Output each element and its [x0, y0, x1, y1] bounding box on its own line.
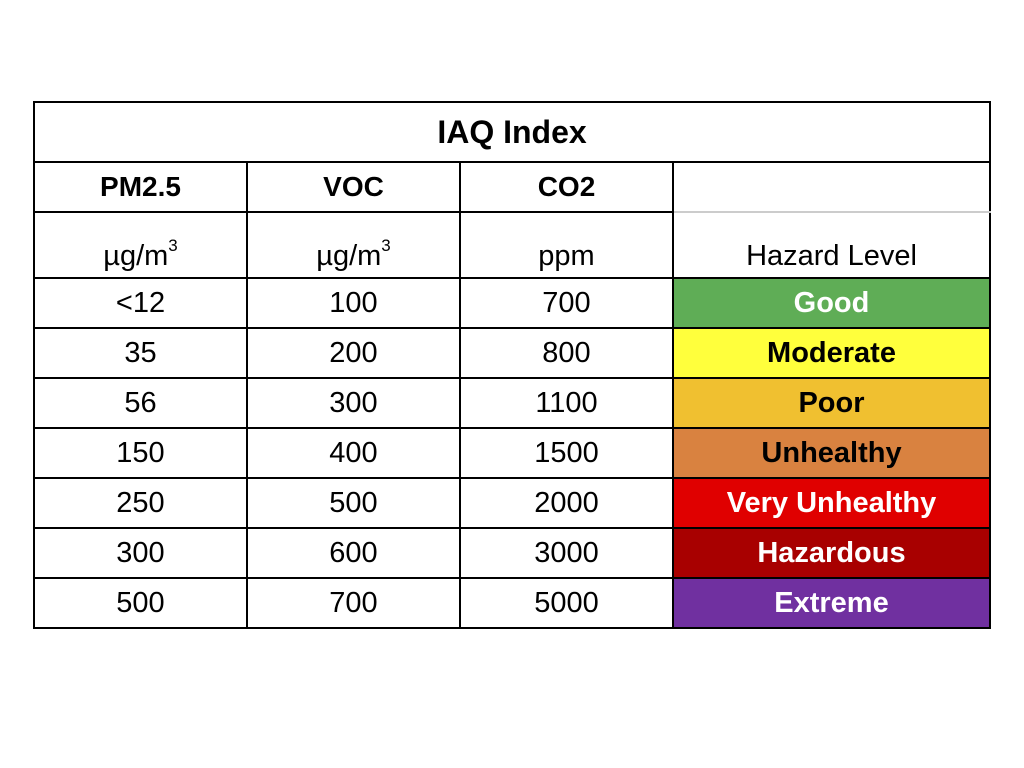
- data-row: 300 600 3000 Hazardous: [33, 527, 991, 579]
- data-row: 56 300 1100 Poor: [33, 377, 991, 429]
- column-header: [672, 161, 991, 213]
- threshold-cell: 500: [246, 477, 461, 529]
- threshold-cell: 150: [33, 427, 248, 479]
- threshold-cell: 800: [459, 327, 674, 379]
- unit-text: ppm: [538, 240, 595, 272]
- column-header: CO2: [459, 161, 674, 213]
- table-title: IAQ Index: [33, 101, 991, 163]
- threshold-cell: 1500: [459, 427, 674, 479]
- threshold-cell: 2000: [459, 477, 674, 529]
- threshold-cell: 5000: [459, 577, 674, 629]
- threshold-cell: 700: [246, 577, 461, 629]
- column-header: VOC: [246, 161, 461, 213]
- column-header: PM2.5: [33, 161, 248, 213]
- hazard-level: Hazardous: [672, 527, 991, 579]
- column-unit: µg/m3: [33, 211, 248, 279]
- unit-text: µg/m: [103, 240, 169, 272]
- threshold-cell: 35: [33, 327, 248, 379]
- data-row: 35 200 800 Moderate: [33, 327, 991, 379]
- unit-superscript: 3: [168, 236, 178, 255]
- hazard-level: Extreme: [672, 577, 991, 629]
- data-row: <12 100 700 Good: [33, 277, 991, 329]
- unit-superscript: 3: [381, 236, 391, 255]
- threshold-cell: 3000: [459, 527, 674, 579]
- iaq-table: IAQ Index PM2.5 VOC CO2 µg/m3 µg/m3 ppm Hazard …: [33, 101, 991, 629]
- unit-row: µg/m3 µg/m3 ppm Hazard Level: [33, 211, 991, 279]
- title-row: IAQ Index: [33, 101, 991, 163]
- threshold-cell: 400: [246, 427, 461, 479]
- hazard-level: Good: [672, 277, 991, 329]
- threshold-cell: 700: [459, 277, 674, 329]
- threshold-cell: 600: [246, 527, 461, 579]
- hazard-level: Poor: [672, 377, 991, 429]
- threshold-cell: 500: [33, 577, 248, 629]
- hazard-level: Moderate: [672, 327, 991, 379]
- header-row: PM2.5 VOC CO2: [33, 161, 991, 213]
- threshold-cell: 1100: [459, 377, 674, 429]
- threshold-cell: 250: [33, 477, 248, 529]
- hazard-level: Very Unhealthy: [672, 477, 991, 529]
- unit-text: Hazard Level: [746, 240, 917, 272]
- threshold-cell: 300: [33, 527, 248, 579]
- threshold-cell: 200: [246, 327, 461, 379]
- threshold-cell: 300: [246, 377, 461, 429]
- hazard-level: Unhealthy: [672, 427, 991, 479]
- data-row: 500 700 5000 Extreme: [33, 577, 991, 629]
- unit-text: µg/m: [316, 240, 382, 272]
- threshold-cell: 56: [33, 377, 248, 429]
- column-unit: ppm: [459, 211, 674, 279]
- data-row: 150 400 1500 Unhealthy: [33, 427, 991, 479]
- threshold-cell: <12: [33, 277, 248, 329]
- column-unit: µg/m3: [246, 211, 461, 279]
- threshold-cell: 100: [246, 277, 461, 329]
- data-row: 250 500 2000 Very Unhealthy: [33, 477, 991, 529]
- column-unit: Hazard Level: [672, 211, 991, 279]
